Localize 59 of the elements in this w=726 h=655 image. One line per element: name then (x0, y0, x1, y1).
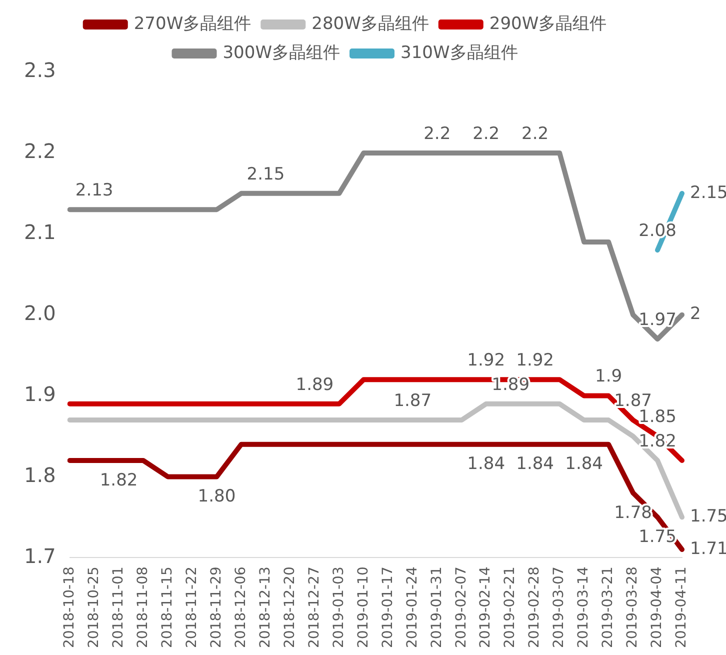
x-tick-label: 2019-04-11 (674, 566, 690, 648)
y-tick-label: 1.8 (24, 462, 56, 487)
x-tick-label: 2018-11-01 (110, 566, 126, 648)
x-tick-label: 2019-02-07 (453, 566, 470, 648)
y-tick-label: 1.9 (24, 382, 56, 406)
x-tick-label: 2018-12-06 (232, 566, 249, 648)
data-label: 1.84 (516, 454, 554, 474)
data-label: 1.78 (614, 502, 652, 523)
data-label: 1.84 (467, 454, 506, 474)
x-tick-label: 2019-04-04 (649, 566, 666, 648)
data-label: 1.75 (690, 506, 726, 527)
data-label: 2.2 (424, 124, 451, 144)
data-label: 2 (690, 304, 701, 324)
data-label: 2.13 (75, 180, 114, 201)
x-tick-label: 2019-03-28 (624, 566, 641, 648)
x-tick-label: 2019-01-03 (330, 566, 347, 648)
data-label: 1.97 (638, 310, 676, 330)
x-tick-label: 2019-02-28 (526, 566, 543, 648)
data-label: 1.89 (296, 374, 334, 395)
y-tick-label: 2.2 (24, 139, 56, 164)
x-tick-label: 2019-01-24 (404, 566, 420, 648)
x-tick-label: 2019-01-10 (355, 566, 372, 648)
x-tick-label: 2018-11-22 (184, 566, 200, 648)
data-label: 2.15 (246, 164, 285, 184)
data-label: 1.84 (565, 454, 603, 474)
y-tick-label: 2.1 (24, 220, 56, 244)
data-label: 2.2 (522, 124, 549, 144)
data-label: 1.92 (467, 350, 506, 370)
data-label: 2.2 (472, 124, 500, 144)
x-tick-label: 2019-01-31 (428, 566, 445, 648)
legend-label: 270W多晶组件 (134, 14, 252, 34)
y-tick-label: 1.7 (24, 544, 56, 568)
x-tick-label: 2018-10-18 (61, 566, 78, 648)
x-tick-label: 2019-01-17 (380, 566, 396, 648)
data-label: 1.9 (595, 366, 622, 387)
data-label: 1.71 (690, 538, 726, 559)
x-tick-label: 2018-11-29 (208, 566, 224, 648)
y-tick-label: 2.3 (24, 58, 56, 82)
legend-label: 300W多晶组件 (222, 42, 340, 63)
data-label: 2.15 (690, 182, 726, 203)
x-tick-label: 2018-11-15 (159, 566, 176, 648)
data-label: 1.92 (516, 350, 554, 370)
x-tick-label: 2018-12-13 (257, 566, 274, 648)
data-label: 1.82 (100, 470, 138, 490)
x-tick-label: 2019-03-07 (551, 566, 568, 648)
x-tick-label: 2018-12-27 (306, 566, 322, 648)
x-tick-label: 2019-03-14 (576, 566, 592, 648)
x-tick-label: 2019-02-21 (502, 566, 518, 648)
legend-label: 280W多晶组件 (312, 14, 429, 34)
legend-label: 290W多晶组件 (489, 14, 607, 34)
y-tick-label: 2.0 (24, 301, 56, 326)
data-label: 1.80 (198, 486, 236, 507)
x-tick-label: 2019-02-14 (478, 566, 494, 648)
x-tick-label: 2018-10-25 (86, 566, 102, 648)
x-tick-label: 2018-12-20 (282, 566, 298, 648)
data-label: 1.87 (394, 390, 432, 411)
x-tick-label: 2019-03-21 (600, 566, 616, 648)
legend-label: 310W多晶组件 (400, 42, 518, 63)
x-tick-label: 2018-11-08 (134, 566, 151, 648)
